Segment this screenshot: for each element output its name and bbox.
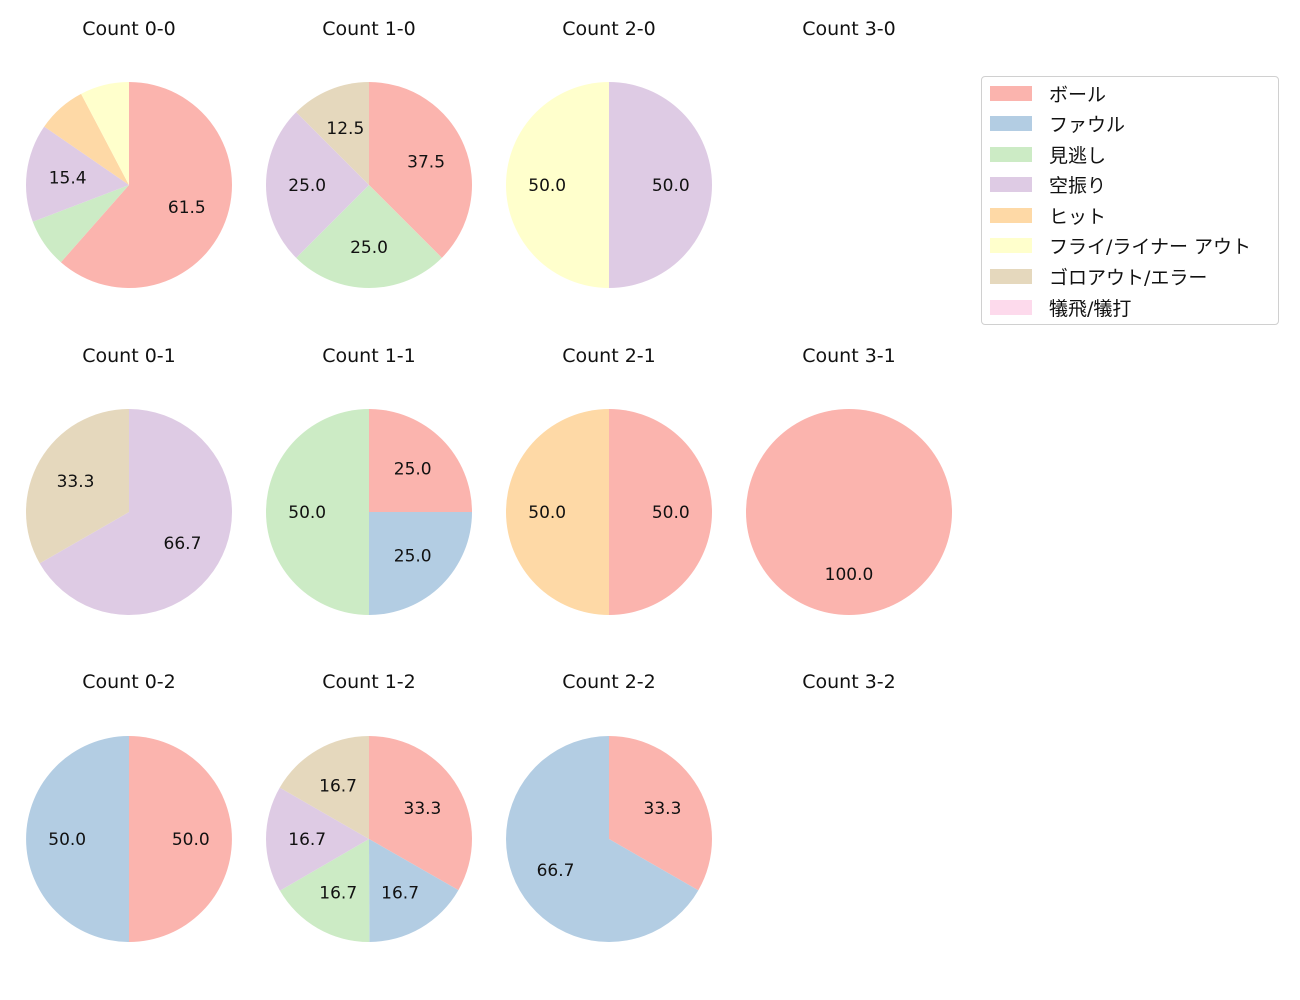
legend-label: 犠飛/犠打 (1049, 297, 1132, 320)
legend-item: 空振り (990, 173, 1107, 197)
legend: ボール ファウル 見逃し 空振り ヒット フライ/ライナー アウト ゴロアウト/… (981, 76, 1279, 325)
slice-label: 50.0 (652, 176, 690, 196)
pie-slice (26, 126, 129, 222)
pie-slice (39, 409, 233, 615)
pie-title: Count 2-0 (562, 18, 656, 40)
slice-label: 33.3 (404, 799, 442, 819)
pie-slice (81, 82, 129, 185)
legend-swatch (990, 207, 1032, 223)
legend-swatch (990, 268, 1032, 284)
pie-slice (506, 82, 609, 288)
legend-swatch (990, 85, 1032, 101)
pie-slice (296, 185, 442, 288)
pie-slice (129, 736, 232, 942)
legend-swatch (990, 299, 1032, 315)
pie-slice (60, 82, 233, 288)
pie-slice (25, 409, 129, 564)
pie-slice (26, 736, 129, 942)
slice-label: 25.0 (288, 176, 326, 196)
pie-title: Count 2-1 (562, 345, 656, 367)
slice-label: 16.7 (381, 883, 419, 903)
pie-slice (609, 82, 712, 288)
legend-item: 犠飛/犠打 (990, 296, 1132, 320)
slice-label: 61.5 (168, 198, 206, 218)
pie-title: Count 0-2 (82, 671, 176, 693)
pie-slice (369, 512, 472, 615)
pie-slice (506, 409, 609, 615)
pie-title: Count 1-2 (322, 671, 416, 693)
pie-slice (279, 839, 370, 942)
pie-title: Count 3-1 (802, 345, 896, 367)
slice-label: 16.7 (288, 830, 326, 850)
pie-title: Count 3-2 (802, 671, 896, 693)
slice-label: 66.7 (164, 534, 202, 554)
slice-label: 25.0 (350, 238, 388, 258)
pie-slice (369, 409, 472, 512)
pie-title: Count 2-2 (562, 671, 656, 693)
pie-slice (369, 736, 473, 891)
legend-swatch (990, 237, 1032, 253)
legend-label: ヒット (1049, 205, 1107, 228)
slice-label: 25.0 (394, 459, 432, 479)
legend-label: ゴロアウト/エラー (1049, 266, 1208, 289)
legend-swatch (990, 115, 1032, 131)
pie-slice (609, 736, 712, 891)
slice-label: 50.0 (48, 830, 86, 850)
legend-item: ボール (990, 82, 1107, 106)
slice-label: 16.7 (319, 776, 357, 796)
pie-slice (266, 112, 369, 258)
slice-label: 50.0 (172, 830, 210, 850)
legend-item: ゴロアウト/エラー (990, 265, 1208, 289)
pie-slice (279, 736, 369, 839)
legend-swatch (990, 176, 1032, 192)
legend-item: 見逃し (990, 143, 1107, 167)
slice-label: 16.7 (319, 884, 357, 904)
pie-slice (32, 185, 130, 263)
pie-slice (266, 787, 369, 891)
legend-label: ボール (1049, 83, 1107, 106)
slice-label: 50.0 (528, 176, 566, 196)
pie-slice (506, 736, 699, 943)
pie-title: Count 1-0 (322, 18, 416, 40)
pie-slice (296, 82, 369, 185)
pie-title: Count 3-0 (802, 18, 896, 40)
slice-label: 33.3 (57, 472, 95, 492)
legend-item: ヒット (990, 204, 1107, 228)
slice-label: 25.0 (394, 547, 432, 567)
pie-title: Count 1-1 (322, 345, 416, 367)
pie-slice (609, 409, 712, 615)
legend-item: フライ/ライナー アウト (990, 234, 1252, 258)
legend-label: ファウル (1049, 113, 1126, 136)
slice-label: 50.0 (652, 503, 690, 523)
slice-label: 50.0 (528, 503, 566, 523)
slice-label: 66.7 (537, 861, 575, 881)
slice-label: 100.0 (825, 565, 874, 585)
slice-label: 37.5 (407, 152, 445, 172)
legend-swatch (990, 146, 1032, 162)
slice-label: 50.0 (288, 503, 326, 523)
legend-item: ファウル (990, 112, 1126, 136)
legend-label: フライ/ライナー アウト (1049, 235, 1252, 258)
pie-slice (266, 409, 369, 615)
pie-title: Count 0-0 (82, 18, 176, 40)
slice-label: 15.4 (49, 169, 87, 189)
pie-slice (746, 409, 952, 615)
pie-slice (369, 82, 472, 258)
slice-label: 33.3 (644, 799, 682, 819)
slice-label: 12.5 (326, 119, 364, 139)
pie-title: Count 0-1 (82, 345, 176, 367)
legend-label: 見逃し (1049, 144, 1107, 167)
pie-slice (369, 839, 459, 942)
pie-slice (44, 93, 129, 185)
legend-label: 空振り (1049, 174, 1107, 197)
